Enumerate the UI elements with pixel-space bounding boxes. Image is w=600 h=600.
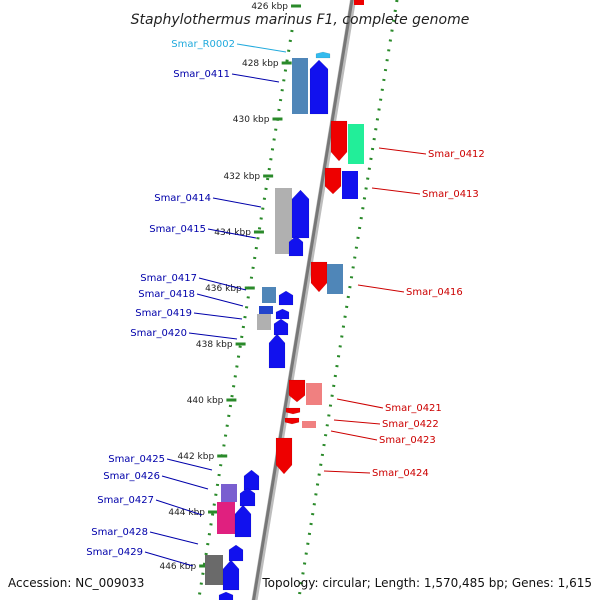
gene-Smar_0415 [288,235,304,257]
gene-label-Smar_0412: Smar_0412 [428,149,485,160]
kbp-tick-label: 430 kbp [233,115,270,125]
kbp-tick-label: 428 kbp [242,59,279,69]
gene-Smar_0423 [302,421,316,428]
leader-Smar_0428 [149,531,199,545]
gene-Smar_R0002 [315,51,331,59]
leader-Smar_0419 [193,312,243,320]
leader-Smar_0414 [212,197,262,208]
outer-track [297,0,399,600]
gene-label-Smar_R0002: Smar_R0002 [171,39,235,50]
leader-Smar_0422 [333,419,381,425]
gene-Smar_0414 [291,189,310,239]
leader-Smar_0413 [371,187,421,195]
kbp-tick-label: 426 kbp [251,2,288,12]
gene-Smar_0420 [268,333,286,369]
kbp-tick-label: 438 kbp [196,340,233,350]
diagram-title: Staphylothermus marinus F1, complete gen… [131,12,470,28]
gene-Smar_0422 [285,407,301,415]
gene-labels: Smar_R0002 Smar_0411 Smar_0412 Smar_0413 Sma… [86,39,485,567]
inner-track [197,29,294,600]
genome-summary-label: Topology: circular; Length: 1,570,485 bp… [261,576,592,590]
leader-Smar_0429 [144,551,194,567]
leader-Smar_0416 [357,284,405,293]
leader-Smar_0418 [196,293,244,307]
gene-Smar_0421-homolog [306,383,322,405]
kbp-tick-label: 436 kbp [205,284,242,294]
genome-backbone [251,0,357,600]
gene-Smar_0414-homolog [275,188,292,254]
gene-label-Smar_0424: Smar_0424 [372,468,429,479]
track-layer [197,0,399,600]
leader-Smar_0420 [188,332,238,340]
gene-label-Smar_0420: Smar_0420 [130,328,187,339]
gene-Smar_0419 [275,308,290,320]
gene-Smar_0428 [228,544,244,562]
leader-Smar_0427 [155,499,203,516]
leader-Smar_0426 [161,475,209,490]
gene-label-Smar_0427: Smar_0427 [97,495,154,506]
gene-Smar_0418 [259,306,273,314]
gene-Smar_0411-homolog [292,58,308,114]
gene-Smar_0417 [278,290,294,306]
gene-Smar_0424 [275,437,293,475]
accession-label: Accession: NC_009033 [8,576,144,590]
kbp-tick-label: 432 kbp [223,172,260,182]
gene-Smar_0413-homolog [342,171,358,199]
gene-Smar_0416-homolog [327,264,343,294]
gene-Smar_0427 [234,504,252,538]
kbp-tick-label: 446 kbp [159,562,196,572]
kbp-tick-label: 434 kbp [214,228,251,238]
backbone-line [252,0,354,600]
gene-Smar_0419-homolog [257,314,271,330]
gene-label-Smar_0428: Smar_0428 [91,527,148,538]
leader-Smar_0424 [323,470,371,474]
gene-label-Smar_0415: Smar_0415 [149,224,206,235]
leader-Smar_0412 [378,147,427,155]
gene-Smar_0412-homolog [348,124,364,164]
gene-label-Smar_0413: Smar_0413 [422,189,479,200]
gene-label-Smar_0422: Smar_0422 [382,419,439,430]
gene-label-Smar_0425: Smar_0425 [108,454,165,465]
gene-Smar_0417-homolog [262,287,276,303]
gene-label-Smar_0418: Smar_0418 [138,289,195,300]
gene-Smar_0423a [284,417,300,425]
gene-Smar_0421 [288,379,306,403]
leader-Smar_R0002 [236,43,287,53]
leader-Smar_0415 [207,228,257,239]
kbp-tick-label: 440 kbp [187,396,224,406]
gene-label-Smar_0414: Smar_0414 [154,193,211,204]
gene-label-Smar_0426: Smar_0426 [103,471,160,482]
gene-Smar_0413 [324,167,342,195]
kbp-tick-label: 442 kbp [178,452,215,462]
gene-Smar_0416 [310,261,328,293]
gene-label-Smar_0416: Smar_0416 [406,287,463,298]
gene-Smar_0412 [330,120,348,162]
gene-Smar_0429 [222,559,240,591]
leader-Smar_0411 [231,73,280,83]
leader-Smar_0423 [330,430,378,441]
kbp-tick-label: 444 kbp [168,508,205,518]
gene-top-edge [354,0,364,5]
gene-Smar_0429-homolog [205,555,223,585]
gene-Smar_0411 [309,59,329,115]
gene-Smar_0425 [243,469,260,491]
gene-tail [218,591,234,600]
gene-label-Smar_0421: Smar_0421 [385,403,442,414]
leader-Smar_0417 [198,277,247,291]
gene-label-Smar_0411: Smar_0411 [173,69,230,80]
gene-Smar_0420a [273,318,289,336]
gene-label-Smar_0423: Smar_0423 [379,435,436,446]
gene-Smar_0427-homolog [217,502,235,534]
gene-Smar_0425-homolog [221,484,237,502]
leader-Smar_0421 [336,398,384,409]
gene-label-Smar_0417: Smar_0417 [140,273,197,284]
gene-label-Smar_0429: Smar_0429 [86,547,143,558]
gene-Smar_0426 [239,487,256,507]
kbp-ticks: 426 kbp 428 kbp 430 kbp 432 kbp 434 kbp 436 k… [159,2,302,572]
leader-Smar_0425 [166,458,213,471]
gene-label-Smar_0419: Smar_0419 [135,308,192,319]
gene-layer [205,0,364,600]
